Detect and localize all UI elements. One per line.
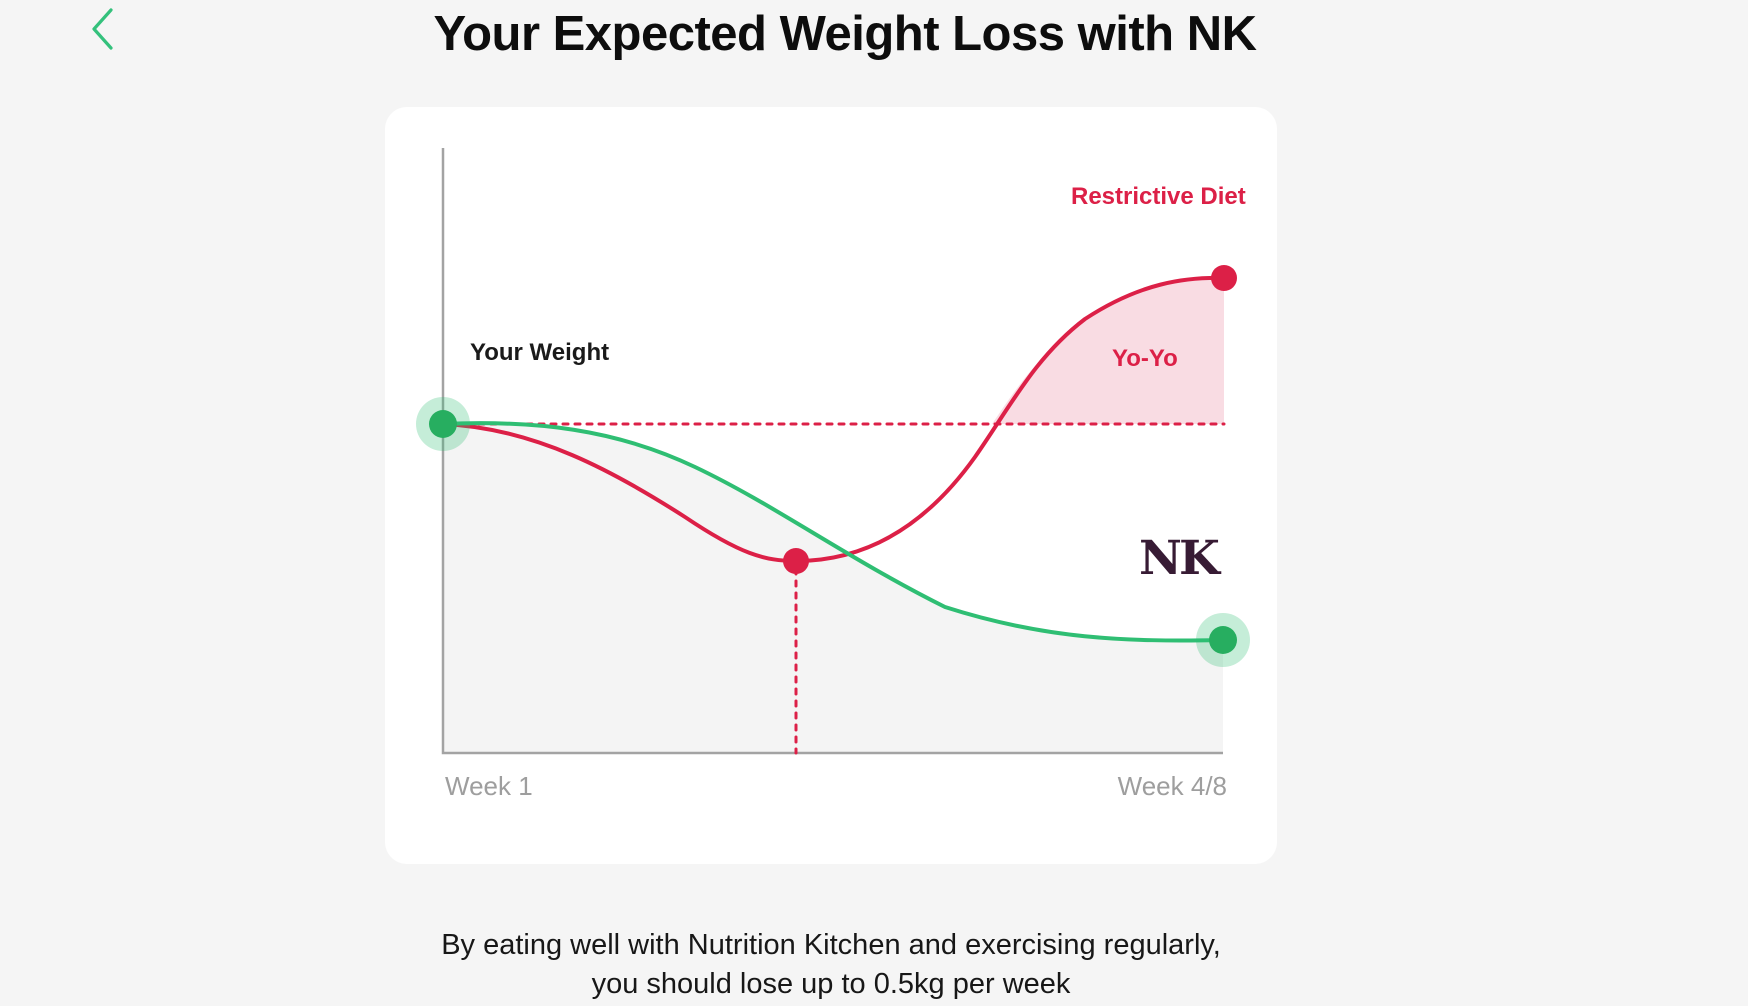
back-button[interactable] xyxy=(78,0,130,58)
green-end-dot xyxy=(1209,626,1237,654)
chevron-left-icon xyxy=(92,8,113,50)
nk-plan-curve xyxy=(441,421,1225,643)
caption-line-2: you should lose up to 0.5kg per week xyxy=(591,968,1071,1000)
x-tick-week1: Week 1 xyxy=(445,771,533,801)
yoyo-rebound-area xyxy=(992,277,1224,424)
red-end-dot xyxy=(1211,265,1237,291)
x-tick-week48: Week 4/8 xyxy=(1117,771,1227,801)
caption-line-1: By eating well with Nutrition Kitchen an… xyxy=(441,929,1221,961)
chart-card: Your Weight Restrictive Diet Yo-Yo NK We… xyxy=(385,107,1277,864)
xy-axis xyxy=(441,148,1223,755)
restrictive-diet-curve xyxy=(441,275,1226,564)
weight-loss-chart xyxy=(416,148,1250,755)
page-title: Your Expected Weight Loss with NK xyxy=(433,7,1257,61)
red-dip-dot xyxy=(783,548,809,574)
restrictive-diet-label: Restrictive Diet xyxy=(1071,183,1246,210)
area-under-nk-curve xyxy=(443,423,1223,753)
yoyo-label: Yo-Yo xyxy=(1112,345,1178,372)
nk-logo: NK xyxy=(1139,531,1220,586)
start-dot xyxy=(429,410,457,438)
your-weight-label: Your Weight xyxy=(470,339,610,366)
caption: By eating well with Nutrition Kitchen an… xyxy=(385,926,1277,1004)
